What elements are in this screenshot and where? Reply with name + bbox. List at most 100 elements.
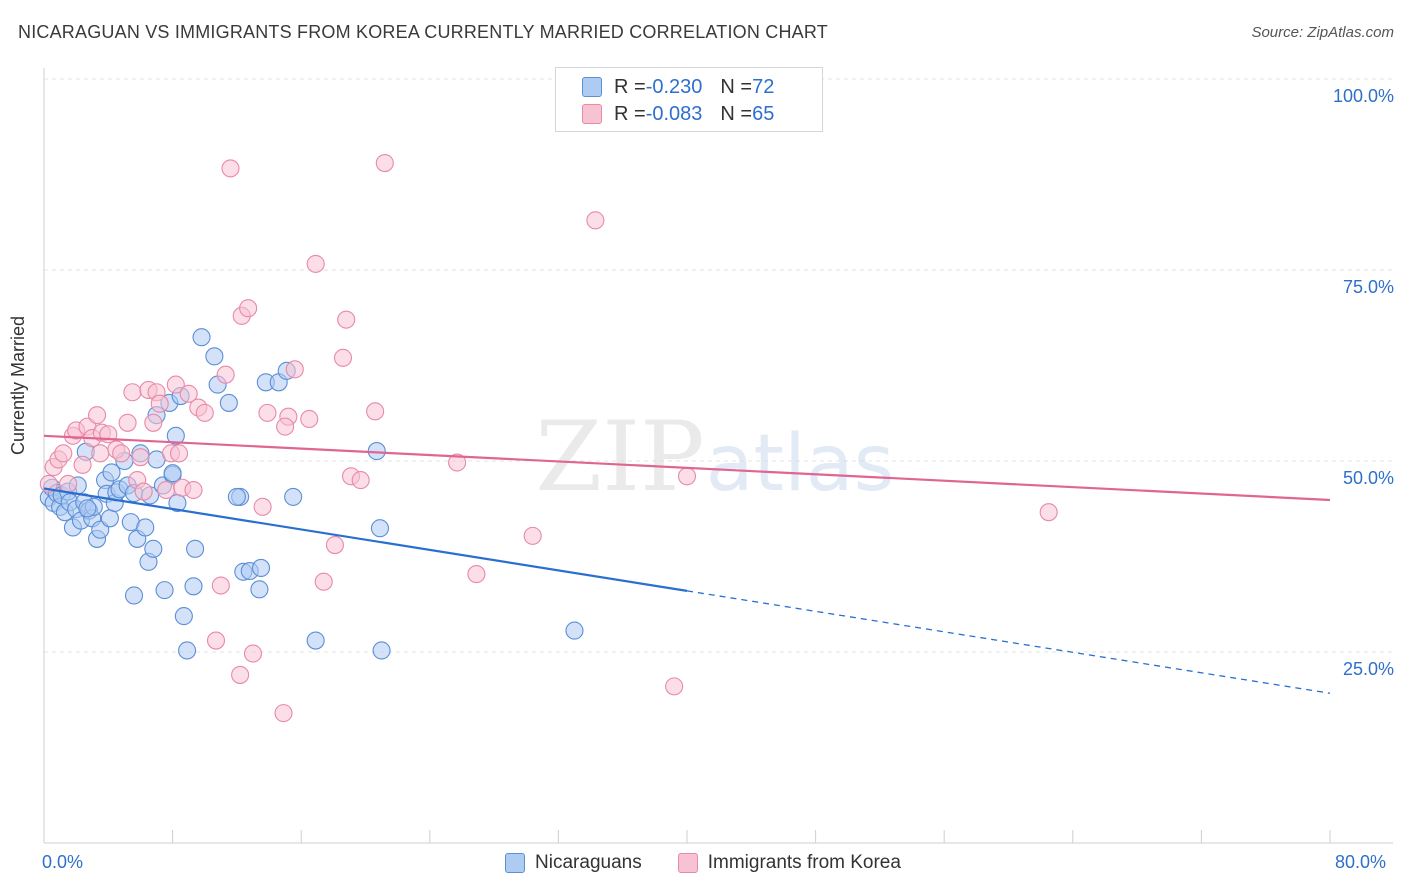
nicaraguans-point xyxy=(251,558,271,578)
korea-point xyxy=(231,665,250,684)
korea-point xyxy=(448,453,467,472)
korea-point xyxy=(300,409,319,429)
r-label: R = xyxy=(614,102,646,125)
korea-point xyxy=(274,704,293,723)
watermark-zip: ZIP xyxy=(535,401,704,513)
korea-point xyxy=(333,348,353,367)
korea-point xyxy=(157,480,176,500)
nicaraguans-point xyxy=(219,393,238,412)
korea-point xyxy=(366,402,385,421)
r-value: -0.083 xyxy=(645,102,703,125)
korea-point xyxy=(184,480,203,500)
trend-lines xyxy=(43,434,1331,694)
n-label: N = xyxy=(720,102,753,125)
korea-point xyxy=(467,565,486,584)
korea-point xyxy=(258,403,277,422)
korea-point xyxy=(123,383,142,402)
nicaraguans-point xyxy=(284,487,303,506)
nicaraguans-point xyxy=(78,499,97,518)
nicaraguans-point xyxy=(205,347,224,366)
nicaraguans-point xyxy=(174,607,193,626)
nicaraguans-point xyxy=(186,539,205,558)
legend-swatch-pink xyxy=(582,104,602,124)
korea-point xyxy=(665,677,684,696)
korea-point xyxy=(337,310,356,329)
korea-point xyxy=(195,403,214,422)
nicaraguans-point xyxy=(163,464,182,483)
series-legend: Nicaraguans Immigrants from Korea xyxy=(0,852,1406,874)
korea-point xyxy=(216,365,235,384)
korea-point xyxy=(87,406,107,425)
n-value: 65 xyxy=(752,102,775,125)
nicaraguans-point xyxy=(166,426,185,445)
legend-swatch-blue xyxy=(505,853,526,873)
korea-point xyxy=(1039,503,1058,522)
y-tick-50: 50.0% xyxy=(1342,468,1394,488)
legend-swatch-pink xyxy=(677,853,698,873)
chart-title: NICARAGUAN VS IMMIGRANTS FROM KOREA CURR… xyxy=(18,22,828,42)
korea-point xyxy=(150,394,169,413)
korea-point xyxy=(243,644,263,663)
legend-row-korea: R = -0.083 N = 65 xyxy=(582,101,774,127)
y-tick-100: 100.0% xyxy=(1332,86,1394,106)
nicaraguans-point xyxy=(370,519,390,538)
korea-point xyxy=(253,497,272,516)
y-tick-25: 25.0% xyxy=(1342,659,1394,679)
y-tick-75: 75.0% xyxy=(1342,277,1394,297)
legend-label-nicaraguans: Nicaraguans xyxy=(535,852,642,873)
x-tick-max: 80.0% xyxy=(1335,852,1387,872)
nicaraguans-point xyxy=(124,586,144,605)
korea-trend-line xyxy=(43,434,1331,502)
nicaraguans-point xyxy=(100,509,119,528)
series-korea-points xyxy=(39,153,1058,723)
n-value: 72 xyxy=(752,75,775,98)
korea-point xyxy=(306,254,325,273)
y-axis-label: Currently Married xyxy=(8,315,28,455)
r-label: R = xyxy=(614,75,646,98)
nicaraguans-point xyxy=(227,487,246,506)
korea-point xyxy=(523,526,542,545)
korea-point xyxy=(54,444,73,463)
nicaraguans-point xyxy=(102,463,121,482)
legend-item-korea[interactable]: Immigrants from Korea xyxy=(677,852,901,874)
nicaraguans-point xyxy=(565,621,584,640)
korea-point xyxy=(91,444,110,463)
korea-point xyxy=(134,482,153,501)
nicaraguans-point xyxy=(192,328,211,347)
korea-point xyxy=(73,455,92,474)
korea-point xyxy=(221,159,240,178)
nicaraguans-point xyxy=(155,581,174,600)
legend-row-nicaraguans: R = -0.230 N = 72 xyxy=(582,74,774,100)
korea-point xyxy=(118,413,137,432)
legend-label-korea: Immigrants from Korea xyxy=(707,852,901,873)
nicaraguans-point xyxy=(306,631,325,650)
korea-point xyxy=(314,572,333,591)
korea-point xyxy=(677,467,697,486)
korea-point xyxy=(351,471,370,490)
korea-point xyxy=(325,535,345,555)
legend-item-nicaraguans[interactable]: Nicaraguans xyxy=(505,852,642,874)
korea-point xyxy=(285,360,304,379)
korea-point xyxy=(276,417,295,436)
source-label: Source: ZipAtlas.com xyxy=(1251,24,1394,41)
nicaraguans-point xyxy=(144,539,163,558)
correlation-legend: R = -0.230 N = 72 R = -0.083 N = 65 xyxy=(555,67,823,132)
korea-point xyxy=(586,211,605,230)
x-tick-min: 0.0% xyxy=(42,852,84,872)
n-label: N = xyxy=(720,75,753,98)
korea-point xyxy=(131,448,150,467)
nicaraguans-point xyxy=(136,518,155,537)
watermark-atlas: atlas xyxy=(706,419,895,509)
r-value: -0.230 xyxy=(645,75,703,98)
nicaraguans-trend-extension xyxy=(686,590,1331,694)
korea-point xyxy=(206,631,226,650)
series-nicaraguans-points xyxy=(39,328,584,660)
nicaraguans-point xyxy=(184,577,203,596)
nicaraguans-point xyxy=(372,641,391,660)
korea-point xyxy=(211,576,230,595)
nicaraguans-point xyxy=(250,580,269,599)
korea-point xyxy=(112,444,131,463)
axes xyxy=(43,68,1393,844)
korea-point xyxy=(375,153,394,173)
